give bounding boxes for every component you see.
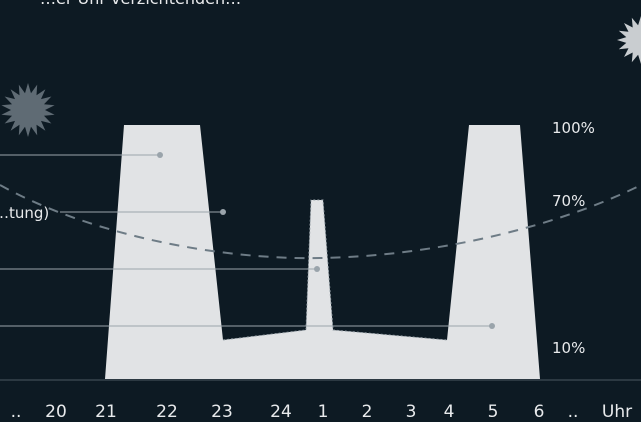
dashed-curve [0,184,641,260]
hour-tick: Uhr [602,402,632,422]
hour-tick: .. [11,402,22,422]
starburst-icon [617,16,641,64]
header-text: …er Uhr verzichtenden… [40,0,241,8]
leader-dot-4 [489,323,495,329]
percent-label-70: 70% [552,192,585,210]
starburst-icon [1,83,55,137]
reduced-segment-outline [222,199,448,341]
hour-tick: .. [568,402,579,422]
percent-label-100: 100% [552,119,595,137]
hour-tick: 4 [444,402,455,422]
hour-axis: .. 20 21 22 23 24 1 2 3 4 5 6 .. Uhr [11,402,633,422]
hour-tick: 6 [534,402,545,422]
hour-tick: 5 [488,402,499,422]
lighting-profile-area [105,125,540,379]
hour-tick: 21 [95,402,117,422]
leader-dot-2 [220,209,226,215]
leader-dot-1 [157,152,163,158]
hour-tick: 22 [156,402,178,422]
hour-tick: 2 [362,402,373,422]
hour-tick: 3 [406,402,417,422]
hour-tick: 23 [211,402,233,422]
hour-tick: 20 [45,402,67,422]
leader-dot-3 [314,266,320,272]
hour-tick: 1 [318,402,329,422]
side-label: …tung) [0,204,49,222]
percent-label-10: 10% [552,339,585,357]
hour-tick: 24 [270,402,292,422]
